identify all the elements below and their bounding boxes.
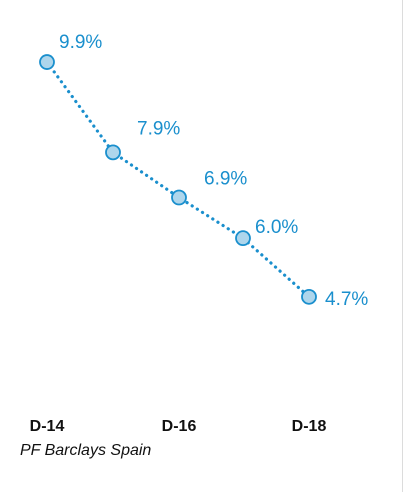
chart-caption: PF Barclays Spain	[20, 442, 152, 459]
data-label-layer: 9.9% 7.9% 6.9% 6.0% 4.7%	[59, 32, 368, 310]
x-tick-label-2: D-18	[292, 418, 327, 435]
marker-layer	[39, 54, 317, 305]
data-point-1	[105, 144, 121, 161]
data-point-4	[301, 288, 317, 305]
series-layer	[45, 60, 311, 299]
data-label-2: 6.9%	[204, 169, 247, 190]
data-label-1: 7.9%	[137, 118, 180, 139]
data-label-3: 6.0%	[255, 217, 298, 238]
data-label-4: 4.7%	[325, 289, 368, 310]
x-axis-tick-labels: D-14 D-16 D-18	[30, 418, 327, 435]
x-tick-label-0: D-14	[30, 418, 65, 435]
data-point-0	[39, 54, 55, 70]
panel-divider	[402, 0, 403, 492]
data-point-2	[171, 189, 187, 206]
series-line	[45, 60, 311, 299]
data-label-0: 9.9%	[59, 32, 102, 53]
data-point-3	[235, 230, 251, 247]
x-tick-label-1: D-16	[162, 418, 197, 435]
